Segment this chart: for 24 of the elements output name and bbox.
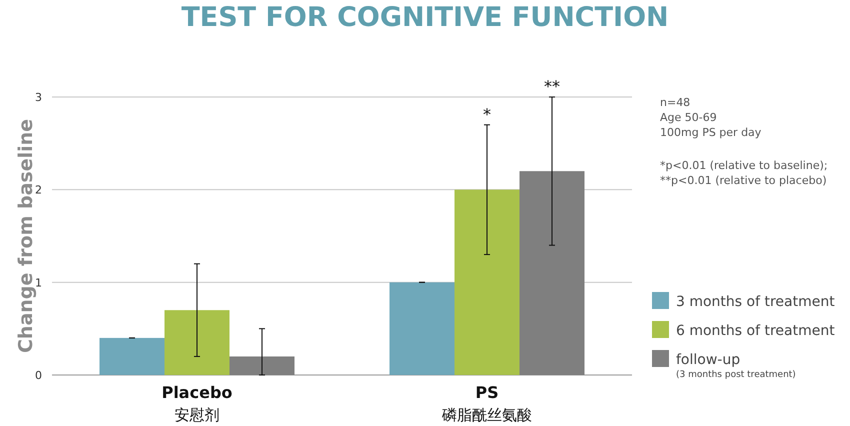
y-tick-label: 0 [35, 369, 42, 382]
legend-label: 6 months of treatment [676, 323, 836, 339]
legend-label: 3 months of treatment [676, 294, 836, 310]
text: *p<0.01 (relative to baseline); [660, 159, 828, 172]
x-tick-label: PS 磷脂酰丝氨酸 [441, 383, 532, 424]
bar [100, 338, 164, 375]
bar [454, 190, 520, 375]
annotation: * [483, 104, 491, 124]
y-tick-label: 1 [35, 276, 42, 290]
bar [230, 356, 294, 375]
y-axis-title: Change from baseline [15, 118, 37, 354]
bar [520, 171, 584, 375]
y-tick-label: 2 [35, 184, 42, 197]
y-tick-label: 3 [35, 91, 42, 104]
text: **p<0.01 (relative to placebo) [660, 174, 827, 187]
text: Age 50-69 [660, 111, 717, 124]
bar [164, 310, 230, 375]
chart-title: TEST FOR COGNITIVE FUNCTION [181, 2, 669, 33]
x-tick-label: Placebo 安慰剂 [162, 383, 232, 424]
text: 100mg PS per day [660, 126, 762, 139]
legend-label: follow-up (3 months post treatment) [676, 352, 796, 380]
text: ** [544, 77, 560, 96]
bar [390, 282, 454, 375]
text: n=48 [660, 96, 690, 109]
